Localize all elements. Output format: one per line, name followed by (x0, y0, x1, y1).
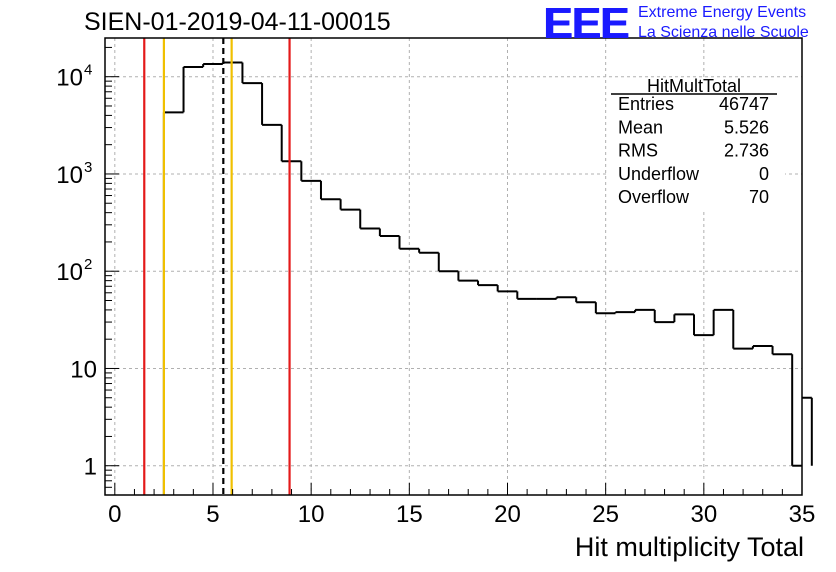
x-axis-title: Hit multiplicity Total (574, 532, 804, 562)
y-tick-exponent: 4 (84, 62, 92, 79)
marker-lines (143, 38, 291, 495)
y-tick-label: 10 (56, 65, 83, 92)
stats-value: 46747 (719, 94, 769, 114)
chart-title: SIEN-01-2019-04-11-00015 (84, 8, 391, 36)
stats-title: HitMultTotal (647, 76, 741, 96)
stats-value: 2.736 (724, 141, 769, 161)
y-tick-exponent: 3 (84, 159, 92, 176)
stats-label: Underflow (618, 164, 700, 184)
x-tick-label: 15 (396, 501, 423, 528)
x-tick-label: 35 (789, 501, 816, 528)
plot-frame (104, 37, 803, 496)
logo-line-2: La Scienza nelle Scuole (638, 24, 809, 41)
x-tick-label: 25 (592, 501, 619, 528)
stats-value: 0 (759, 164, 769, 184)
y-tick-label: 10 (56, 162, 83, 189)
x-tick-label: 10 (298, 501, 325, 528)
logo-line-1: Extreme Energy Events (638, 4, 807, 21)
y-tick-exponent: 2 (84, 256, 92, 273)
y-tick-label: 1 (84, 454, 97, 481)
x-tick-label: 5 (206, 501, 219, 528)
eee-logo: EEE (543, 0, 629, 48)
stats-label: Entries (618, 94, 674, 114)
stats-value: 70 (749, 187, 769, 207)
y-tick-label: 10 (70, 356, 97, 383)
x-tick-label: 0 (108, 501, 121, 528)
stats-value: 5.526 (724, 117, 769, 137)
stats-label: Overflow (618, 187, 690, 207)
x-tick-label: 30 (690, 501, 717, 528)
stats-label: Mean (618, 117, 663, 137)
stats-label: RMS (618, 141, 658, 161)
y-tick-label: 10 (56, 259, 83, 286)
stats-background (609, 78, 785, 210)
x-tick-label: 20 (494, 501, 521, 528)
